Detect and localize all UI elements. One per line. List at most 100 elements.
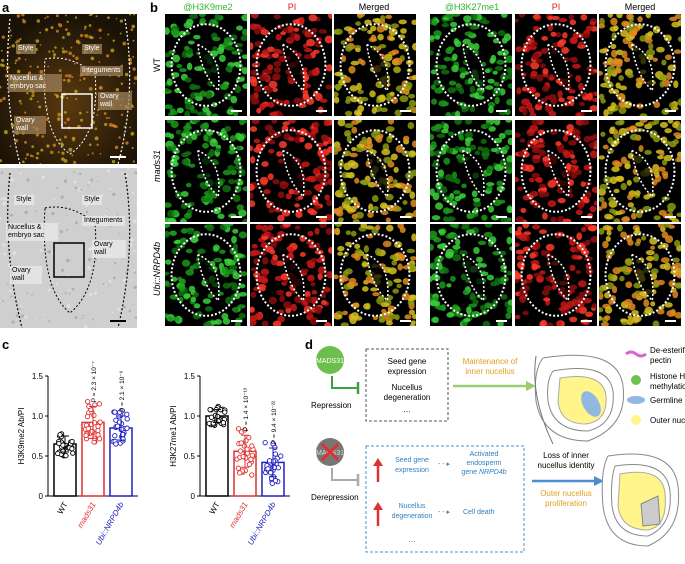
data-point	[272, 444, 278, 451]
panel-a-dic-image: Style Style Integuments Nucellus & embry…	[0, 168, 137, 328]
data-point	[210, 420, 216, 426]
data-point	[96, 401, 103, 407]
box-seed-line2: expression	[388, 367, 427, 376]
box-nucellus-line2: degeneration	[384, 393, 431, 402]
data-point	[269, 480, 275, 487]
row-label-mads31: mads31	[152, 149, 162, 182]
x-tick-label: Ubi::NRPD4b	[94, 500, 126, 547]
data-point	[235, 465, 242, 471]
data-point	[84, 398, 91, 405]
ovule-top	[534, 354, 625, 445]
data-point	[278, 453, 284, 459]
y-tick-label: 1.0	[184, 412, 196, 421]
micrograph-cell	[250, 120, 332, 222]
legend-swatch	[625, 350, 647, 358]
col-header-pi-right: PI	[551, 2, 561, 12]
maintenance-line2: inner nucellus	[465, 367, 514, 376]
data-point	[84, 413, 91, 420]
tag2-style-left: Style	[14, 195, 34, 205]
legend-label: Germline	[650, 396, 683, 405]
x-tick-label: WT	[56, 500, 70, 515]
legend-swatch	[627, 396, 645, 404]
data-point	[69, 438, 75, 445]
x-tick-label: WT	[208, 500, 222, 515]
p-value-label: P = 1.4 × 10⁻¹³	[243, 387, 250, 431]
col-header-merged-left: Merged	[358, 2, 390, 12]
data-point	[63, 452, 69, 459]
mads31-label-top: MADS31	[316, 358, 344, 365]
box-nucellus-line1: Nucellus	[392, 383, 423, 392]
micrograph-cell	[165, 14, 247, 116]
data-point	[237, 448, 244, 454]
svg-text:‑ ‑ ▸: ‑ ‑ ▸	[438, 461, 451, 468]
micrograph-cell	[430, 14, 512, 116]
legend-label-cont: methylation	[650, 382, 685, 391]
data-point	[95, 427, 101, 434]
panel-label-c: c	[2, 337, 10, 352]
x-tick-label: mads31	[76, 501, 98, 530]
x-tick-label: mads31	[228, 501, 250, 530]
col-header-h3k9me2: @H3K9me2	[183, 2, 233, 12]
legend-label: De-esterified	[650, 346, 685, 355]
data-point	[83, 432, 89, 439]
y-tick-label: 1.0	[32, 412, 44, 421]
data-point	[265, 466, 271, 472]
data-point	[249, 472, 255, 478]
cross-icon	[320, 442, 340, 462]
y-tick-label: 1.5	[184, 372, 196, 381]
micrograph-cell	[515, 120, 597, 222]
micrograph-cell	[430, 120, 512, 222]
tag-style-left: Style	[16, 44, 36, 54]
seed-gene-line2: expression	[395, 467, 429, 474]
data-point	[112, 409, 118, 415]
nucellus-deg-line1: Nucellus	[399, 503, 426, 510]
row-label-ubi-nrpd4b: Ubi::NRPD4b	[152, 241, 162, 296]
maintenance-line1: Maintenance of	[463, 357, 518, 366]
data-point	[113, 441, 119, 447]
p-value-label: P = 2.3 × 10⁻⁷	[91, 361, 98, 403]
data-point	[237, 470, 243, 476]
legend-label: Histone H3	[650, 372, 685, 381]
cell-death-label: Cell death	[463, 509, 495, 516]
box-ellipsis: …	[403, 405, 411, 414]
data-point	[246, 461, 253, 468]
y-tick-label: 0	[191, 492, 196, 501]
y-tick-label: 0.5	[184, 452, 196, 461]
data-point	[124, 416, 130, 422]
derepression-label: Derepression	[311, 493, 359, 502]
data-point	[238, 440, 244, 446]
activated-line1: Activated	[470, 451, 499, 458]
bottom-ellipsis: …	[408, 535, 416, 544]
data-point	[114, 423, 121, 429]
tag-style-right: Style	[82, 44, 102, 54]
loss-line1: Loss of inner	[543, 451, 589, 460]
data-point	[120, 436, 126, 442]
micrograph-cell	[599, 224, 681, 326]
data-point	[89, 428, 95, 435]
micrograph-cell	[599, 120, 681, 222]
data-point	[85, 426, 91, 432]
loss-line2: nucellus identity	[538, 461, 595, 470]
y-axis-label: H3K27me1 Ab/PI	[169, 405, 178, 466]
activated-line2: endosperm	[466, 460, 501, 467]
data-point	[55, 450, 61, 457]
bar	[205, 415, 229, 497]
data-point	[248, 456, 254, 462]
repression-label: Repression	[311, 401, 351, 410]
tag2-nucellus: Nucellus & embryo sac	[6, 223, 58, 241]
data-point	[262, 440, 268, 446]
panel-c-charts: 0 0.5 1.0 1.5 H3K9me2 Ab/PI WT mads31 P = 2.3 ×…	[17, 361, 290, 547]
col-header-h3k27me1: @H3K27me1	[444, 2, 500, 12]
col-header-pi-left: PI	[287, 2, 297, 12]
row-label-wt: WT	[152, 58, 162, 72]
panel-a-fluorescence-image: Style Style Integuments Nucellus & embry…	[0, 14, 137, 164]
data-point	[267, 470, 274, 476]
data-point	[97, 419, 103, 425]
micrograph-cell	[165, 224, 247, 326]
legend-swatch	[631, 375, 641, 385]
box-seed-line1: Seed gene	[388, 357, 427, 366]
micrograph-cell	[334, 120, 416, 222]
data-point	[222, 409, 228, 415]
data-point	[112, 433, 118, 439]
panel-d-diagram: MADS31 Repression Seed gene expression N…	[311, 346, 685, 553]
